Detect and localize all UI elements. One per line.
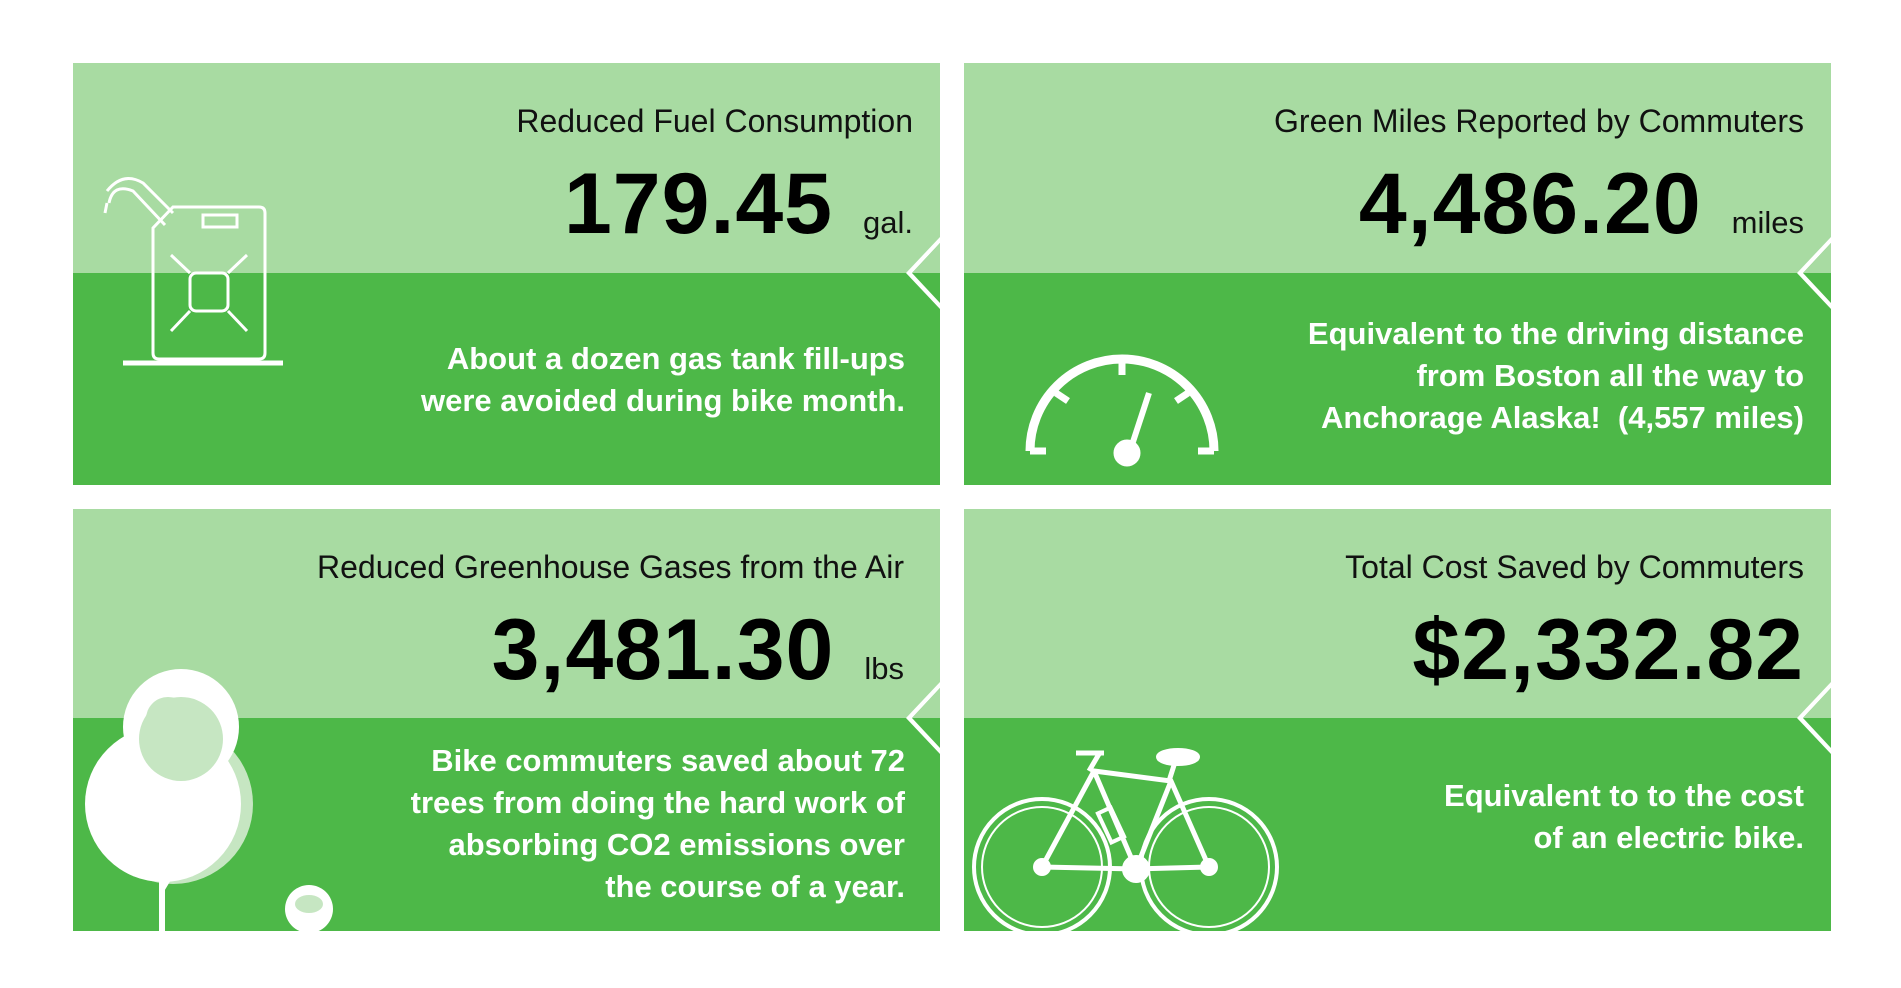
fuel-panel: Reduced Fuel Consumption 179.45 gal. Abou… <box>73 63 940 485</box>
panel-bg <box>964 63 1831 485</box>
value: 4,486.20 <box>1358 156 1702 252</box>
panel-bg <box>73 63 940 485</box>
line: from Boston all the way to <box>1416 358 1804 393</box>
cost-panel: Total Cost Saved by Commuters $2,332.82 … <box>964 509 1831 931</box>
line: About a dozen gas tank fill-ups <box>446 341 905 376</box>
line: the course of a year. <box>605 869 905 904</box>
description: Equivalent to the driving distance from … <box>1308 313 1804 439</box>
title: Reduced Fuel Consumption <box>516 103 913 139</box>
title: Reduced Greenhouse Gases from the Air <box>317 549 904 585</box>
value: $2,332.82 <box>1412 602 1804 698</box>
bike-icon <box>972 748 1279 931</box>
line: Equivalent to the driving distance <box>1307 316 1804 351</box>
title: Green Miles Reported by Commuters <box>1274 103 1804 139</box>
unit: miles <box>1731 205 1804 240</box>
line: Equivalent to to the cost <box>1444 778 1804 813</box>
description: Bike commuters saved about 72 trees from… <box>411 740 905 908</box>
fuel-can-icon <box>103 177 283 366</box>
line: were avoided during bike month. <box>420 383 905 418</box>
value: 3,481.30 <box>491 602 835 698</box>
miles-panel: Green Miles Reported by Commuters 4,486.… <box>964 63 1831 485</box>
unit: gal. <box>863 205 913 240</box>
greenhouse-panel: Reduced Greenhouse Gases from the Air 3,… <box>73 509 940 931</box>
panel-bg <box>964 509 1831 931</box>
unit: lbs <box>864 651 904 686</box>
description: About a dozen gas tank fill-ups were avo… <box>421 338 905 422</box>
line: absorbing CO2 emissions over <box>448 827 905 862</box>
panel-bg <box>73 509 940 931</box>
speedometer-icon <box>1025 354 1219 467</box>
line: Anchorage Alaska! (4,557 miles) <box>1321 400 1804 435</box>
line: trees from doing the hard work of <box>410 785 905 820</box>
tree-icon <box>85 669 333 931</box>
line: of an electric bike. <box>1533 820 1805 855</box>
title: Total Cost Saved by Commuters <box>1345 549 1804 585</box>
description: Equivalent to to the cost of an electric… <box>1444 775 1804 859</box>
value: 179.45 <box>563 156 834 252</box>
line: Bike commuters saved about 72 <box>431 743 905 778</box>
